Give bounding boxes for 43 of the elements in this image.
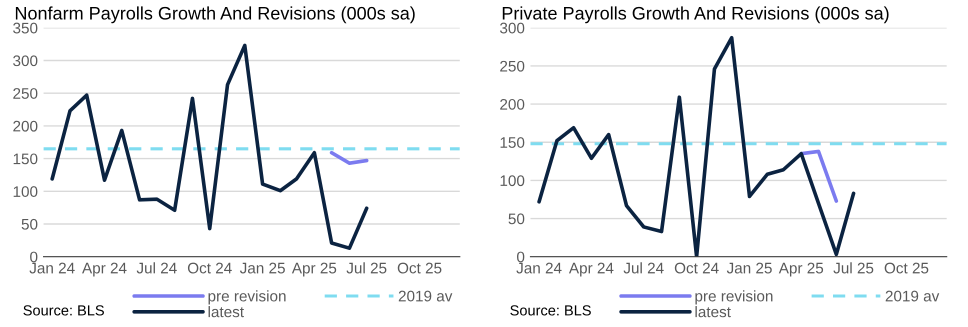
x-tick-label: Jul 25 (346, 262, 386, 274)
y-tick-label: 150 (14, 153, 38, 164)
y-tick-label: 0 (30, 252, 38, 262)
x-tick-label: Jan 24 (29, 262, 75, 274)
y-tick-label: 50 (508, 213, 524, 224)
x-tick-label: Jul 24 (136, 262, 177, 274)
y-tick-label: 250 (13, 88, 38, 99)
line-series (537, 36, 856, 257)
y-tick-label: 100 (14, 186, 38, 197)
y-tick-label: 300 (500, 22, 524, 34)
y-tick-label: 0 (517, 252, 524, 262)
legend-label: pre revision (208, 290, 286, 305)
x-tick-label: Jan 25 (726, 262, 772, 274)
x-tick-label: Oct 25 (398, 262, 442, 274)
x-tick-label: Oct 25 (884, 262, 928, 274)
chart-title: Private Payrolls Growth And Revisions (000s sa) (502, 6, 889, 24)
legend-label: latest (208, 306, 244, 318)
x-tick-label: Apr 24 (82, 262, 127, 276)
x-tick-label: Apr 25 (292, 262, 336, 276)
source-note: Source: BLS (510, 305, 591, 316)
y-tick-label: 150 (500, 137, 524, 148)
x-tick-label: Jul 25 (833, 262, 874, 274)
x-tick-label: Jan 25 (240, 262, 285, 274)
legend-label: 2019 av (398, 290, 452, 302)
x-tick-label: Jul 24 (624, 262, 664, 274)
x-tick-label: Oct 24 (188, 262, 232, 274)
x-tick-label: Apr 25 (778, 262, 824, 276)
y-tick-label: 200 (13, 120, 38, 132)
y-tick-label: 50 (22, 218, 38, 230)
legend-label: pre revision (695, 290, 772, 305)
y-tick-label: 200 (500, 98, 524, 110)
legend-label: 2019 av (886, 290, 940, 302)
chart-title: Nonfarm Payrolls Growth And Revisions (000s sa) (16, 6, 415, 24)
legend-label: latest (695, 306, 731, 318)
x-tick-label: Apr 24 (568, 262, 614, 276)
x-tick-label: Oct 24 (674, 262, 719, 274)
line-series (50, 44, 368, 250)
y-tick-label: 250 (500, 60, 524, 72)
source-note: Source: BLS (23, 305, 104, 316)
y-tick-label: 300 (13, 55, 38, 66)
y-tick-label: 350 (13, 22, 38, 34)
x-tick-label: Jan 24 (516, 262, 562, 274)
y-tick-label: 100 (500, 175, 524, 186)
